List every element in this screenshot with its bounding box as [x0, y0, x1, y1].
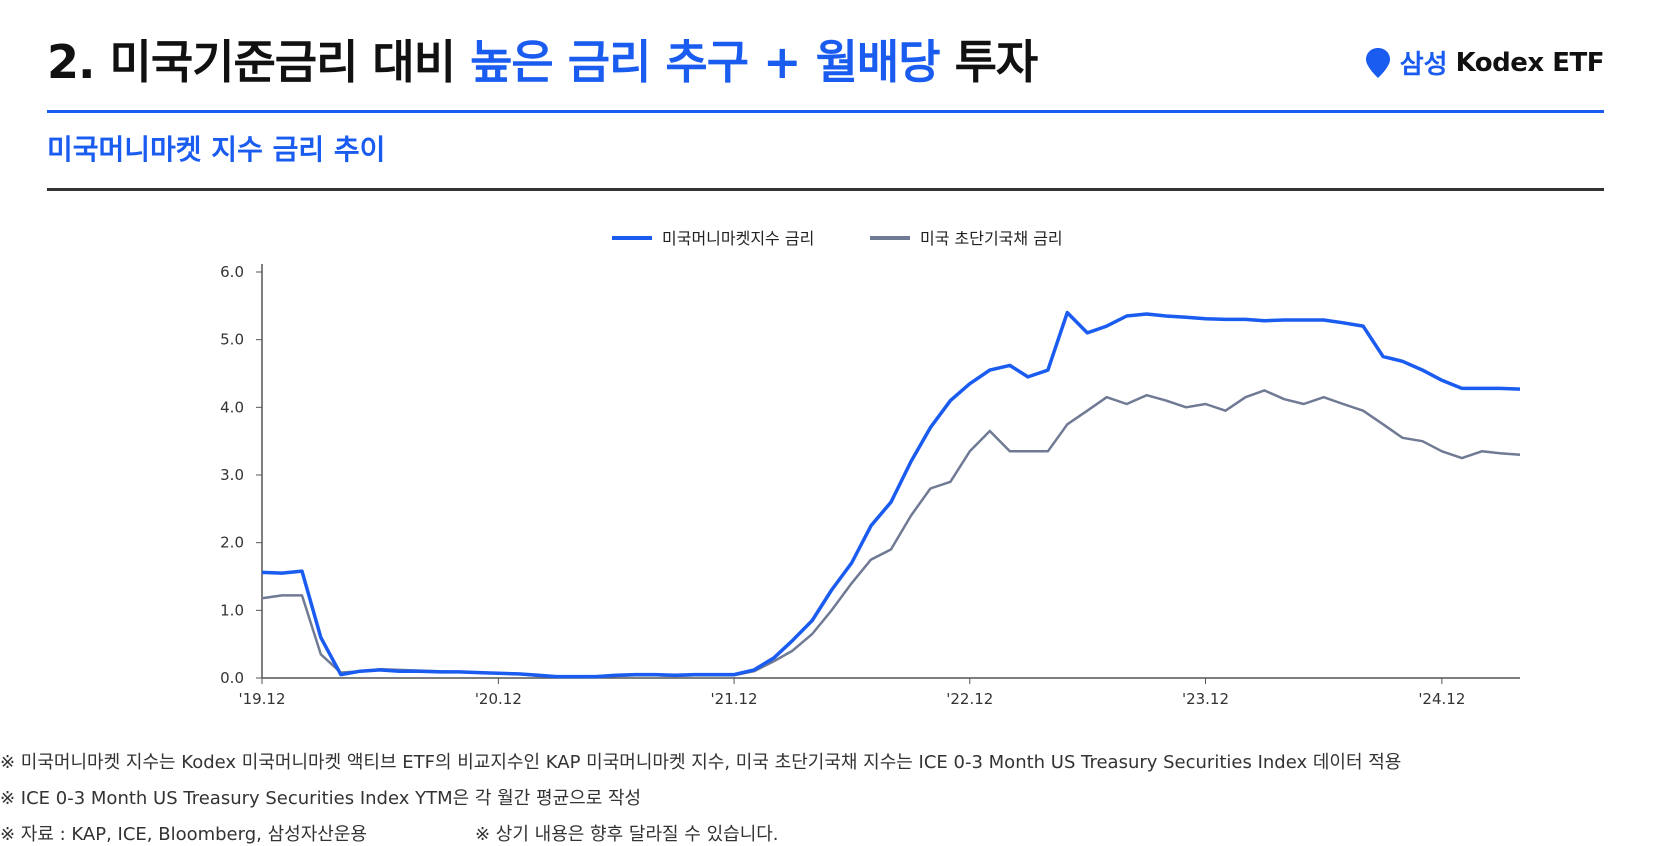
legend-label: 미국 초단기국채 금리: [920, 229, 1063, 248]
y-tick-label: 6.0: [220, 263, 244, 281]
footnote-3: ※ 자료 : KAP, ICE, Bloomberg, 삼성자산운용: [0, 824, 367, 845]
section-divider: [47, 188, 1604, 191]
series-line-mmf: [261, 310, 1521, 679]
x-tick-label: '20.12: [475, 690, 522, 708]
y-tick-label: 4.0: [220, 398, 244, 416]
footnote-1: ※ 미국머니마켓 지수는 Kodex 미국머니마켓 액티브 ETF의 비교지수인…: [0, 752, 1402, 773]
brand-logo: 삼성 Kodex ETF: [1365, 44, 1605, 81]
brand-korean: 삼성: [1399, 50, 1448, 80]
x-tick-label: '23.12: [1182, 690, 1229, 708]
location-pin-icon: [1365, 47, 1390, 78]
series-line-tbill: [261, 389, 1521, 679]
x-tick-label: '24.12: [1418, 690, 1465, 708]
footnote-4: ※ 상기 내용은 향후 달라질 수 있습니다.: [475, 824, 779, 845]
title-highlight: 높은 금리 추구 + 월배당: [470, 35, 940, 89]
y-tick-label: 1.0: [220, 601, 244, 619]
y-tick-label: 2.0: [220, 534, 244, 552]
x-tick-label: '21.12: [711, 690, 758, 708]
y-tick-label: 3.0: [220, 466, 244, 484]
title-prefix: 2. 미국기준금리 대비: [47, 35, 471, 89]
footnote-2: ※ ICE 0-3 Month US Treasury Securities I…: [0, 788, 642, 809]
y-tick-label: 0.0: [220, 669, 244, 687]
x-tick-label: '19.12: [238, 690, 285, 708]
y-tick-label: 5.0: [220, 331, 244, 349]
legend-label: 미국머니마켓지수 금리: [662, 229, 814, 248]
x-tick-label: '22.12: [946, 690, 993, 708]
brand-name: Kodex ETF: [1455, 47, 1605, 78]
page-title: 2. 미국기준금리 대비 높은 금리 추구 + 월배당 투자: [47, 26, 1039, 92]
title-suffix: 투자: [939, 35, 1039, 89]
chart-subtitle: 미국머니마켓 지수 금리 추이: [47, 133, 386, 166]
title-divider: [47, 110, 1604, 113]
line-chart: 6.0 5.0 4.0 3.0 2.0 1.0 0.0 '19.12 '20.12 '21.12 '…: [220, 229, 1521, 708]
